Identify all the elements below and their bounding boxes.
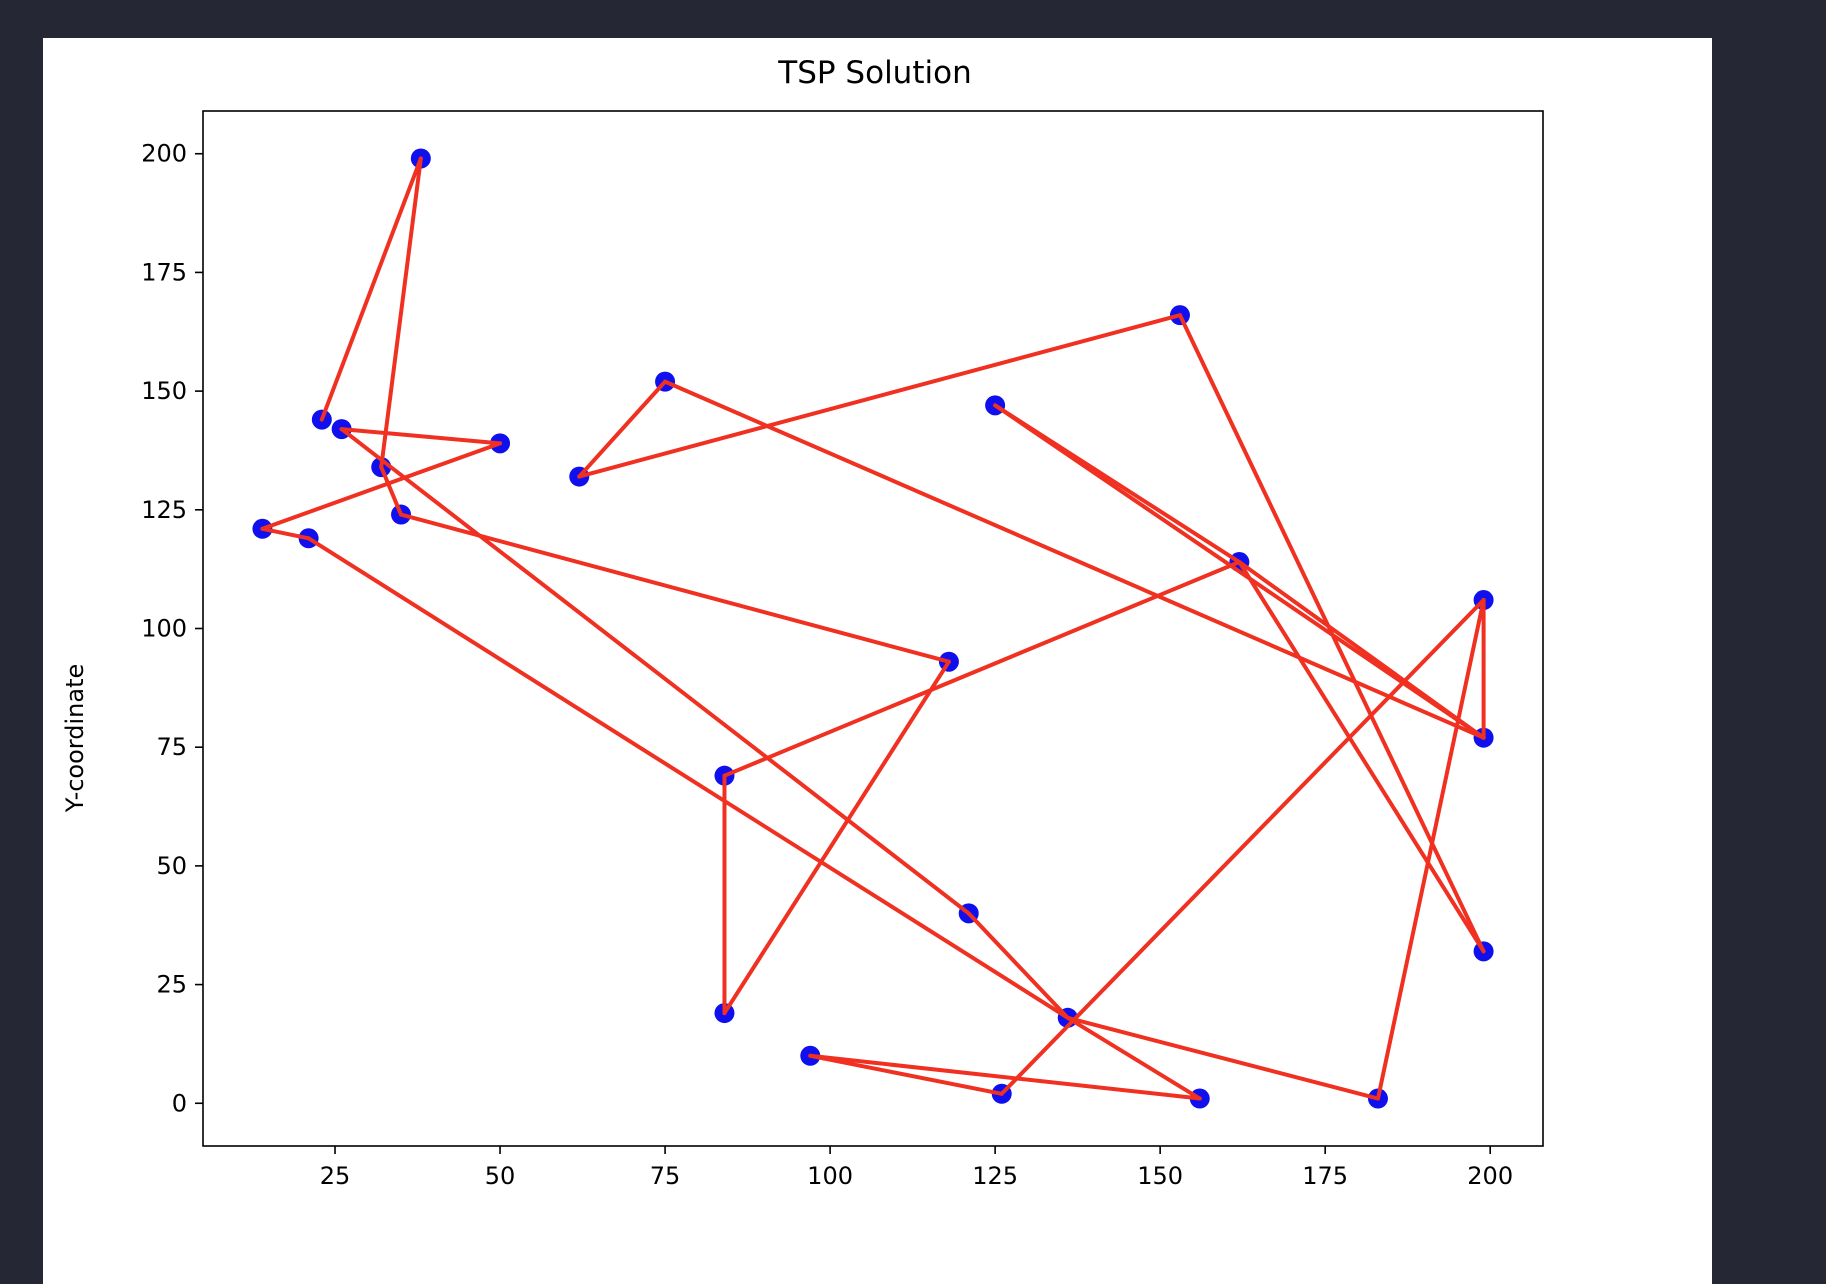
chart-title: TSP Solution [777, 55, 971, 91]
route-segment-14 [1237, 560, 1486, 740]
route-segment-23 [306, 536, 1070, 1020]
y-axis-label: Y-coordinate [61, 664, 89, 813]
route-segment-8 [993, 403, 1486, 740]
route-segment-10 [577, 379, 668, 479]
x-tick-label-25: 25 [320, 1162, 351, 1190]
y-tick-label-75: 75 [156, 733, 187, 761]
route-segment-25 [808, 1053, 1202, 1101]
route-segment-12 [1177, 313, 1486, 954]
y-tick-label-100: 100 [141, 615, 187, 643]
city-points [252, 148, 1494, 1109]
tsp-chart: TSP Solution Y-coordinate 25 50 75 100 125 15… [61, 55, 1544, 1190]
route-segment-26 [808, 1053, 1004, 1096]
route-segment-27 [999, 598, 1486, 1096]
route-segment-3 [399, 512, 951, 664]
route-segment-6 [722, 560, 1242, 778]
route-segment-20 [339, 427, 503, 446]
plot-frame [202, 110, 1544, 1147]
x-tick-label-50: 50 [485, 1162, 516, 1190]
x-tick-label-75: 75 [650, 1162, 681, 1190]
route-segment-1 [379, 156, 423, 470]
y-tick-label-0: 0 [172, 1089, 187, 1117]
route-segment-21 [260, 441, 503, 531]
route-segment-0 [319, 156, 423, 422]
route-segment-9 [663, 379, 1486, 740]
x-tick-label-100: 100 [807, 1162, 853, 1190]
route-segment-19 [339, 427, 971, 916]
route-segment-2 [379, 465, 404, 517]
route-segment-18 [966, 911, 1070, 1020]
route-segment-22 [260, 526, 311, 541]
route-segment-24 [1065, 1015, 1202, 1101]
route-lines [260, 156, 1486, 1101]
y-tick-label-125: 125 [141, 496, 187, 524]
axis-ticks: 25 50 75 100 125 150 175 200 0 25 50 75 100 125 150 175… [141, 140, 1513, 1190]
x-tick-label-175: 175 [1302, 1162, 1348, 1190]
route-segment-17 [1065, 1015, 1380, 1101]
y-tick-label-150: 150 [141, 377, 187, 405]
y-tick-label-175: 175 [141, 258, 187, 286]
route-segment-13 [1237, 560, 1486, 954]
chart-figure: TSP Solution Y-coordinate 25 50 75 100 125 15… [43, 38, 1712, 1284]
x-tick-label-125: 125 [972, 1162, 1018, 1190]
route-segment-11 [577, 313, 1182, 479]
y-tick-label-50: 50 [156, 852, 187, 880]
x-tick-label-150: 150 [1137, 1162, 1183, 1190]
x-tick-label-200: 200 [1467, 1162, 1513, 1190]
route-segment-16 [1375, 598, 1486, 1101]
route-segment-4 [722, 659, 951, 1016]
y-tick-label-25: 25 [156, 971, 187, 999]
y-tick-label-200: 200 [141, 140, 187, 168]
